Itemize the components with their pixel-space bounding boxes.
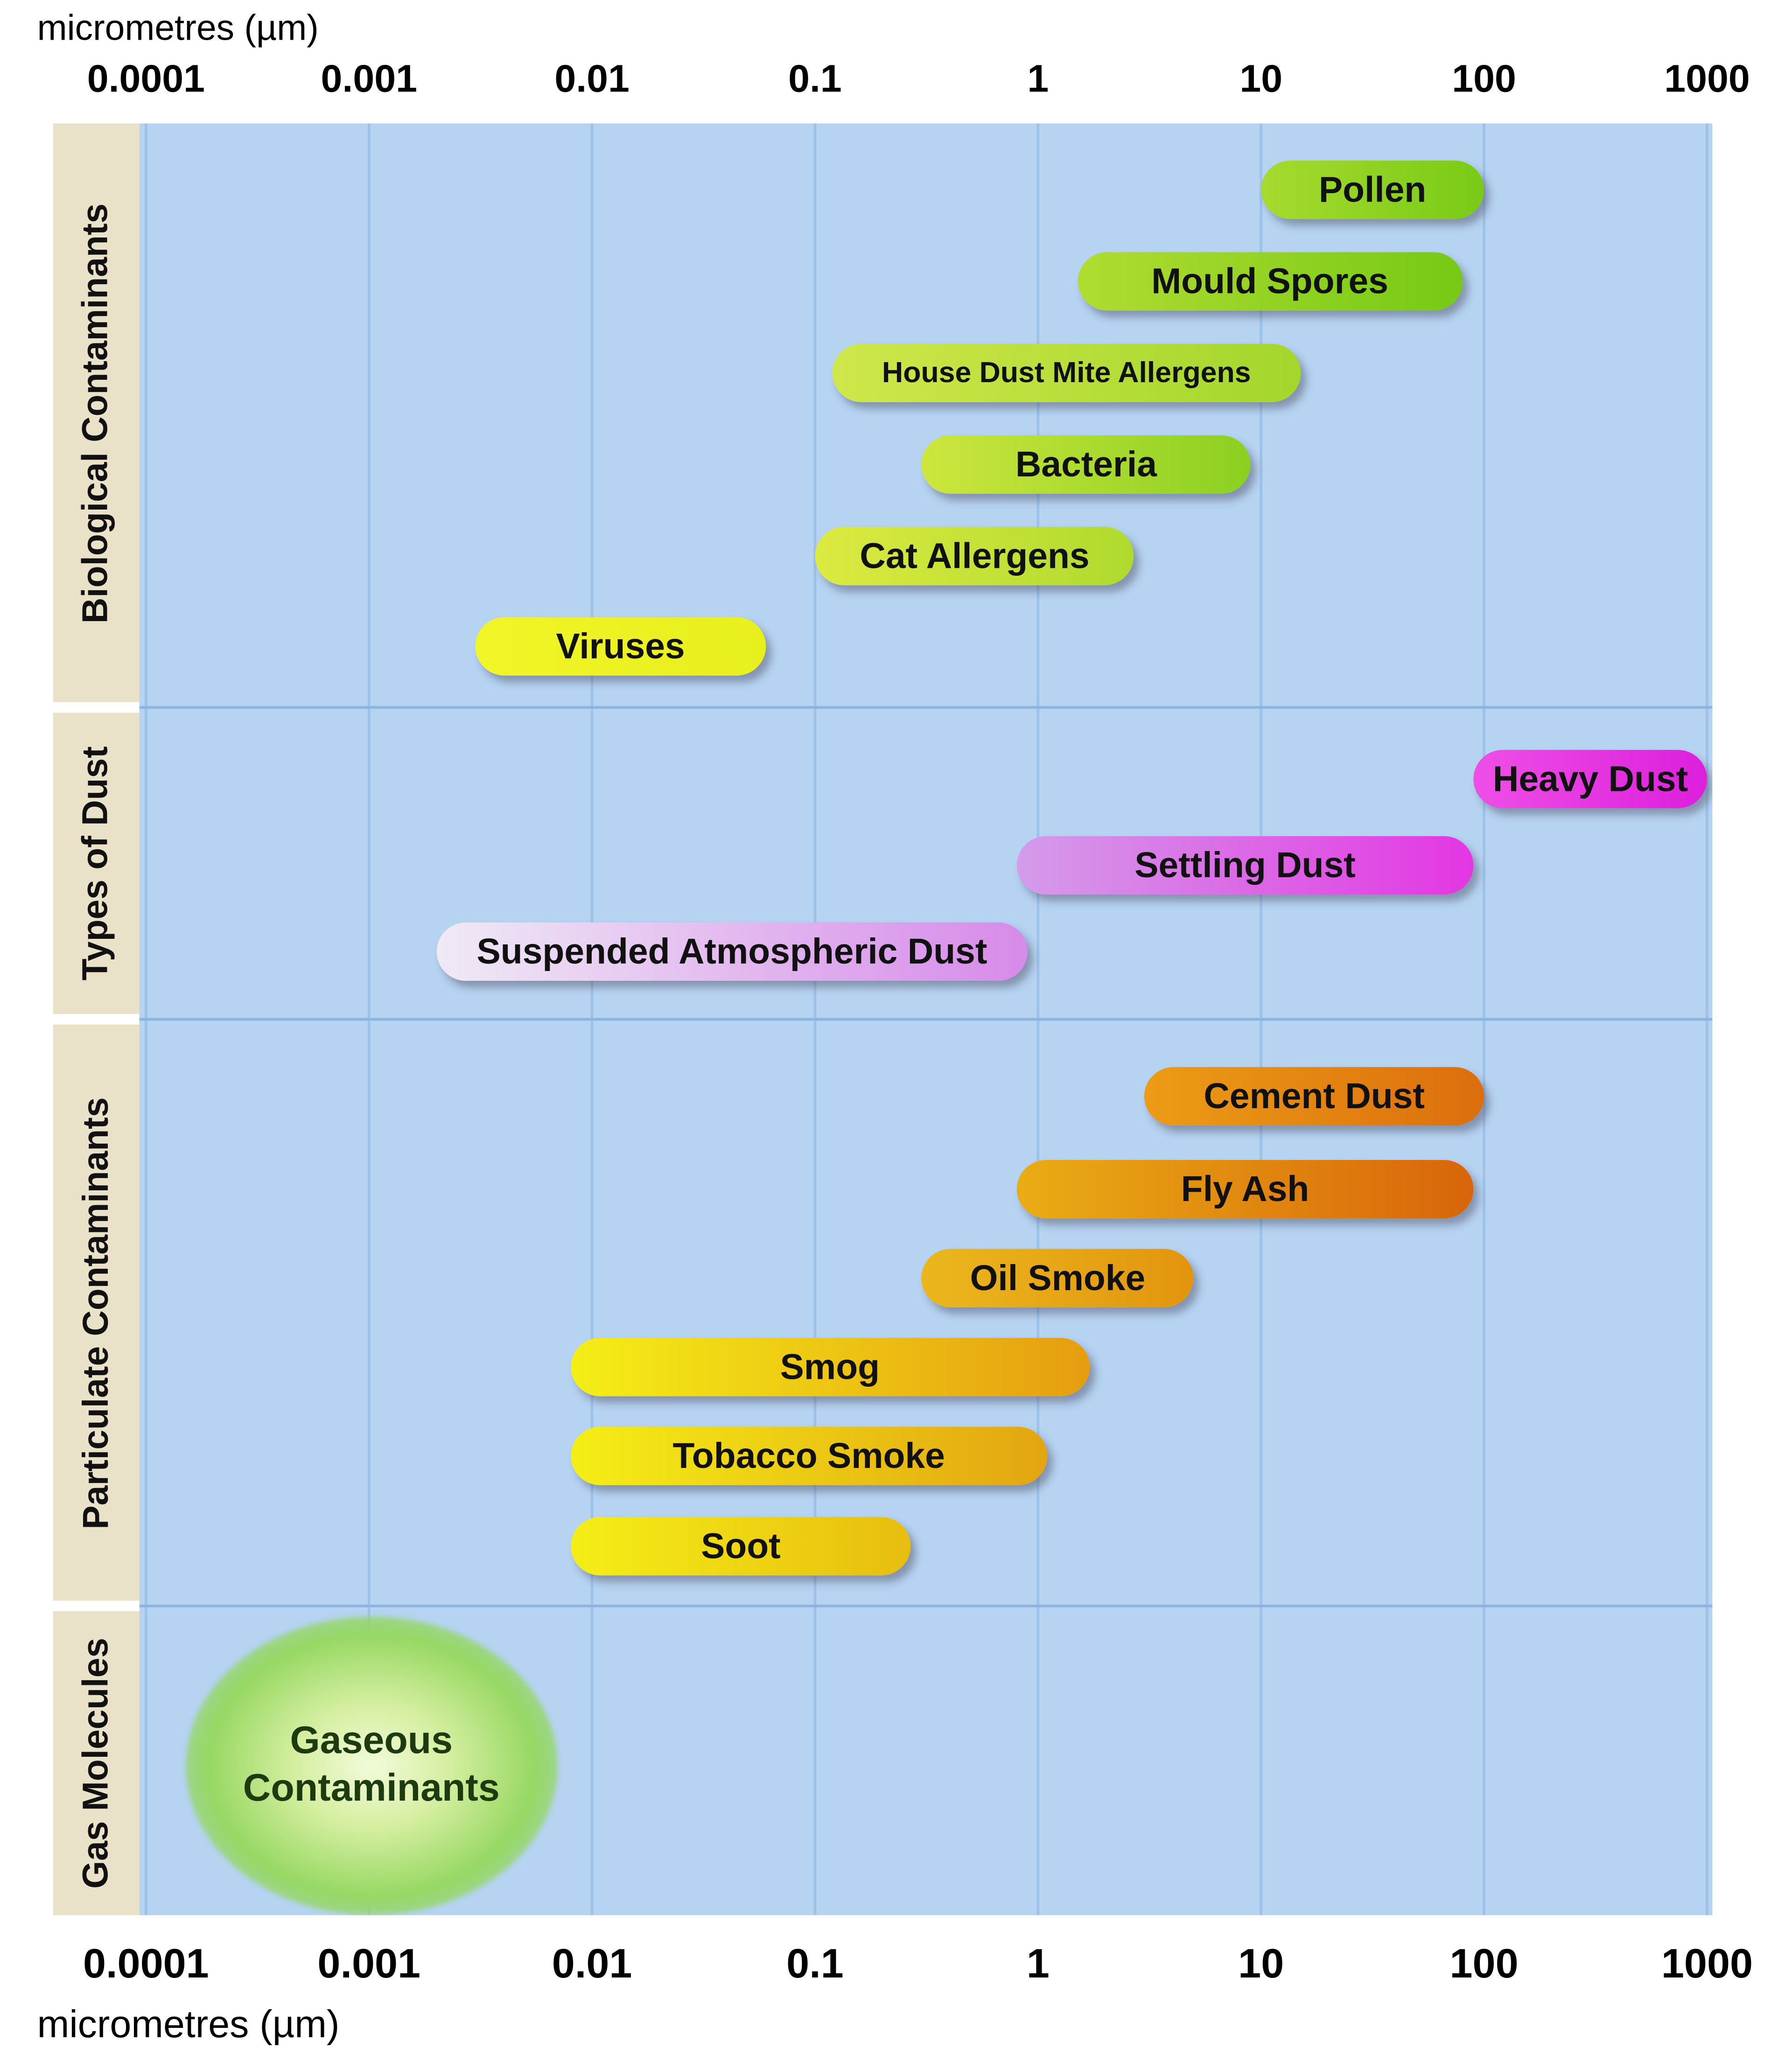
category-strip-biological-contaminants: Biological Contaminants: [53, 123, 140, 702]
bar-mould-spores: Mould Spores: [1077, 252, 1463, 311]
tick-label-bottom-1: 1: [1026, 1940, 1050, 1987]
gaseous-contaminants-label: Gaseous Contaminants: [243, 1717, 500, 1813]
category-strip-types-of-dust: Types of Dust: [53, 713, 140, 1014]
x-axis-title-top: micrometres (µm): [37, 8, 319, 48]
gaseous-contaminants-label-line-1: Gaseous: [290, 1719, 453, 1762]
bar-pollen: Pollen: [1261, 161, 1484, 219]
bar-viruses: Viruses: [475, 617, 766, 676]
row-separator-3: [139, 1604, 1713, 1607]
bar-fly-ash: Fly Ash: [1016, 1160, 1474, 1219]
bar-label-soot: Soot: [701, 1525, 781, 1566]
tick-label-top-1: 1: [1027, 58, 1049, 101]
tick-label-bottom-10: 10: [1238, 1940, 1284, 1987]
gaseous-contaminants-label-line-2: Contaminants: [243, 1768, 500, 1810]
bar-label-settling-dust: Settling Dust: [1134, 845, 1356, 885]
bar-cement-dust: Cement Dust: [1144, 1067, 1484, 1126]
bar-label-pollen: Pollen: [1318, 169, 1427, 209]
tick-label-top-100: 100: [1452, 58, 1516, 101]
bar-settling-dust: Settling Dust: [1016, 836, 1474, 895]
bar-label-suspended-atmospheric-dust: Suspended Atmospheric Dust: [476, 931, 987, 971]
tick-label-top-0.001: 0.001: [321, 58, 417, 101]
bar-label-house-dust-mite-allergens: House Dust Mite Allergens: [882, 356, 1251, 389]
tick-label-bottom-100: 100: [1449, 1940, 1519, 1987]
category-label-gas-molecules: Gas Molecules: [76, 1637, 116, 1889]
bar-label-heavy-dust: Heavy Dust: [1492, 758, 1688, 798]
tick-label-top-0.0001: 0.0001: [87, 58, 205, 101]
plot-area: Pollen Mould Spores House Dust Mite Allerg…: [139, 123, 1713, 1915]
bar-label-oil-smoke: Oil Smoke: [970, 1258, 1146, 1298]
bar-bacteria: Bacteria: [921, 435, 1251, 494]
bar-tobacco-smoke: Tobacco Smoke: [570, 1426, 1048, 1485]
category-label-biological-contaminants: Biological Contaminants: [76, 203, 116, 623]
category-label-types-of-dust: Types of Dust: [76, 746, 116, 981]
tick-label-bottom-0.001: 0.001: [317, 1940, 421, 1987]
category-strip-gas-molecules: Gas Molecules: [53, 1611, 140, 1915]
gaseous-contaminants-blob: [185, 1616, 558, 1915]
bar-cat-allergens: Cat Allergens: [815, 527, 1134, 586]
tick-label-bottom-0.0001: 0.0001: [83, 1940, 209, 1987]
bar-label-fly-ash: Fly Ash: [1181, 1168, 1309, 1209]
tick-label-top-0.01: 0.01: [554, 58, 630, 101]
bar-suspended-atmospheric-dust: Suspended Atmospheric Dust: [436, 922, 1028, 981]
x-axis-ticks-top: 0.0001 0.001 0.01 0.1 1 10 100 1000: [0, 58, 1792, 112]
bar-house-dust-mite-allergens: House Dust Mite Allergens: [833, 343, 1301, 402]
tick-label-bottom-0.1: 0.1: [786, 1940, 844, 1987]
bar-heavy-dust: Heavy Dust: [1474, 750, 1707, 809]
bar-label-cement-dust: Cement Dust: [1204, 1076, 1425, 1116]
bar-oil-smoke: Oil Smoke: [921, 1249, 1194, 1307]
bar-soot: Soot: [570, 1517, 911, 1576]
tick-label-bottom-0.01: 0.01: [552, 1940, 632, 1987]
tick-label-top-10: 10: [1239, 58, 1283, 101]
row-separator-2: [139, 1018, 1713, 1021]
bar-label-bacteria: Bacteria: [1015, 444, 1157, 484]
x-axis-title-bottom: micrometres (µm): [37, 2004, 340, 2047]
bar-smog: Smog: [570, 1338, 1090, 1397]
tick-label-bottom-1000: 1000: [1661, 1940, 1753, 1987]
bar-label-smog: Smog: [780, 1346, 880, 1387]
category-label-particulate-contaminants: Particulate Contaminants: [76, 1097, 116, 1529]
tick-label-top-0.1: 0.1: [788, 58, 842, 101]
bar-label-cat-allergens: Cat Allergens: [860, 535, 1090, 576]
bar-label-tobacco-smoke: Tobacco Smoke: [672, 1435, 945, 1475]
x-axis-ticks-bottom: 0.0001 0.001 0.01 0.1 1 10 100 1000: [0, 1941, 1792, 1994]
category-strip-particulate-contaminants: Particulate Contaminants: [53, 1024, 140, 1601]
tick-label-top-1000: 1000: [1664, 58, 1750, 101]
bar-label-mould-spores: Mould Spores: [1151, 260, 1388, 301]
bar-label-viruses: Viruses: [556, 626, 685, 666]
row-separator-1: [139, 706, 1713, 709]
